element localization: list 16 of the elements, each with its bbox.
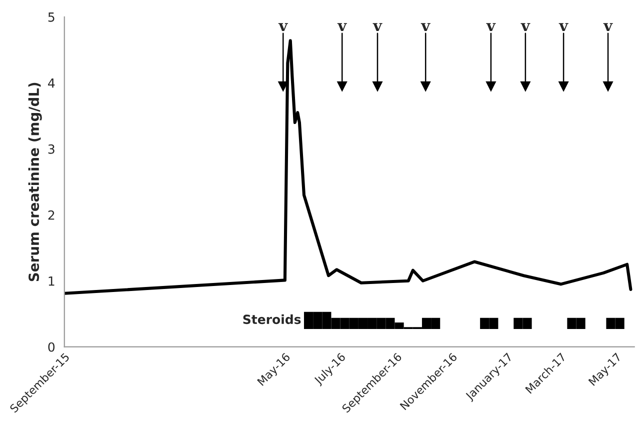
ref-line-label: v — [420, 23, 430, 32]
y-tick-label: 3 — [48, 144, 54, 154]
ref-line-label: v — [486, 23, 496, 32]
y-tick-label: 1 — [48, 276, 54, 286]
ref-line-label: v — [558, 23, 568, 32]
ref-line-label: v — [337, 23, 347, 32]
ref-line-label: v — [520, 23, 530, 32]
ref-line-label: v — [372, 23, 382, 32]
y-tick-label: 5 — [48, 12, 54, 22]
y-tick-label: 4 — [48, 78, 55, 88]
ref-line-label: v — [603, 23, 613, 32]
annotation: Steroids — [243, 314, 301, 324]
y-tick-label: 2 — [48, 210, 54, 220]
ref-line-label: v — [278, 23, 288, 32]
y-tick-label: 0 — [48, 342, 55, 352]
y-axis-title: Serum creatinine (mg/dL) — [28, 82, 42, 282]
